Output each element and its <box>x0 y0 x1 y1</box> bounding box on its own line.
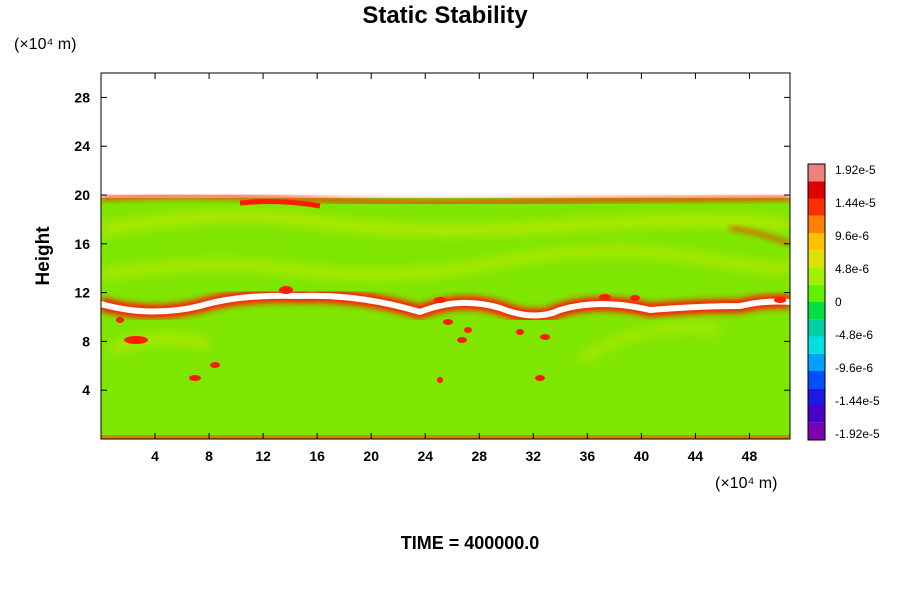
colorbar-swatch <box>808 422 825 440</box>
chart-title: Static Stability <box>362 2 528 29</box>
colorbar-swatch <box>808 198 825 216</box>
colorbar-label: 4.8e-6 <box>835 262 869 276</box>
colorbar-swatch <box>808 388 825 406</box>
band-low-right <box>578 326 721 362</box>
y-tick-label: 4 <box>82 382 90 398</box>
colorbar-swatch <box>808 319 825 337</box>
blob <box>457 337 467 343</box>
colorbar-swatch <box>808 267 825 285</box>
band-mid <box>101 248 790 278</box>
plot-frame <box>100 72 791 440</box>
blob <box>116 317 124 323</box>
blob <box>464 327 472 333</box>
y-axis: 4 8 12 16 20 24 28 <box>74 89 790 398</box>
colorbar-label: 1.44e-5 <box>835 196 876 210</box>
colorbar-frame <box>807 163 826 441</box>
blob <box>434 297 446 303</box>
blob <box>540 334 550 340</box>
colorbar-swatch <box>808 353 825 371</box>
y-axis-label: Height <box>33 226 54 286</box>
heatmap-field <box>101 194 790 439</box>
band-upper <box>101 213 790 234</box>
x-tick-label: 4 <box>151 448 159 464</box>
y-tick-label: 8 <box>82 333 90 349</box>
blob <box>279 286 293 294</box>
surface-layer <box>101 435 790 439</box>
colorbar-swatch <box>808 233 825 251</box>
colorbar-label: 1.92e-5 <box>835 163 876 177</box>
x-tick-label: 48 <box>742 448 758 464</box>
x-tick-label: 44 <box>688 448 704 464</box>
colorbar-swatch <box>808 336 825 354</box>
colorbar-label: -9.6e-6 <box>835 361 873 375</box>
blob <box>774 297 786 303</box>
colorbar-swatch <box>808 215 825 233</box>
blob <box>516 329 524 335</box>
colorbar-label: -4.8e-6 <box>835 328 873 342</box>
right-edge-streak <box>729 226 790 246</box>
y-tick-label: 16 <box>74 236 90 252</box>
x-axis: 4 8 12 16 20 24 28 32 36 40 44 48 <box>151 73 757 464</box>
colorbar-swatch <box>808 405 825 423</box>
blob <box>124 336 148 344</box>
x-tick-label: 36 <box>580 448 596 464</box>
colorbar-label: 0 <box>835 295 842 309</box>
band-low-left <box>109 336 211 353</box>
x-tick-label: 32 <box>526 448 542 464</box>
colorbar-label: -1.92e-5 <box>835 427 880 441</box>
blob <box>599 294 611 300</box>
tropopause-core <box>239 199 321 209</box>
colorbar-swatch <box>808 164 825 182</box>
x-axis-unit: (×10⁴ m) <box>715 475 777 492</box>
blob <box>189 375 201 381</box>
x-tick-label: 8 <box>205 448 213 464</box>
y-tick-label: 24 <box>74 138 90 154</box>
y-tick-label: 12 <box>74 285 90 301</box>
colorbar: 1.92e-5 1.44e-5 9.6e-6 4.8e-6 0 -4.8e-6 -9.6e-… <box>807 163 880 441</box>
time-label: TIME = 400000.0 <box>401 533 540 553</box>
y-tick-label: 20 <box>74 187 90 203</box>
blob <box>630 295 640 301</box>
blob <box>443 319 453 325</box>
blob <box>437 377 443 383</box>
x-tick-label: 12 <box>255 448 271 464</box>
blob <box>535 375 545 381</box>
colorbar-swatch <box>808 302 825 320</box>
x-tick-label: 24 <box>417 448 433 464</box>
x-tick-label: 40 <box>634 448 650 464</box>
colorbar-swatch <box>808 371 825 389</box>
colorbar-label: -1.44e-5 <box>835 394 880 408</box>
colorbar-swatch <box>808 181 825 199</box>
x-tick-label: 16 <box>309 448 325 464</box>
colorbar-swatch <box>808 250 825 268</box>
y-axis-unit: (×10⁴ m) <box>14 36 76 53</box>
tropopause-layer <box>101 194 790 205</box>
field-background <box>101 198 790 439</box>
colorbar-label: 9.6e-6 <box>835 229 869 243</box>
moderate-stability-bands <box>101 213 790 362</box>
x-tick-label: 20 <box>363 448 379 464</box>
stable-layer-core <box>101 292 790 319</box>
x-tick-label: 28 <box>471 448 487 464</box>
y-tick-label: 28 <box>74 89 90 105</box>
stability-blobs <box>116 286 786 383</box>
colorbar-swatch <box>808 284 825 302</box>
blob <box>210 362 220 368</box>
